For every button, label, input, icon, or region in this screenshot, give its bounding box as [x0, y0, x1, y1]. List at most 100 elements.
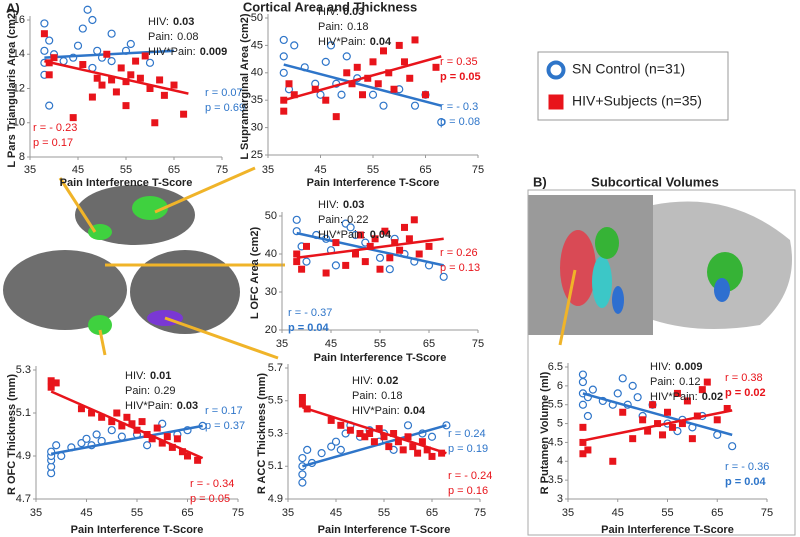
stat-value: 0.29	[154, 385, 175, 397]
y-tick-label: 14	[13, 48, 25, 60]
stat-value: 0.02	[702, 391, 723, 403]
point	[369, 58, 377, 66]
point	[356, 430, 364, 437]
point	[298, 478, 307, 487]
correlation-stat: r = 0.38	[725, 372, 763, 384]
correlation-stat: p = 0.08	[440, 116, 480, 128]
point	[170, 81, 178, 89]
point	[410, 216, 418, 224]
point	[160, 91, 168, 99]
point	[401, 223, 408, 231]
correlation-stat: r = - 0.23	[33, 122, 77, 134]
point	[380, 433, 388, 441]
point	[342, 261, 350, 269]
fit-line	[44, 59, 189, 95]
point	[290, 91, 298, 99]
point	[331, 437, 341, 446]
point	[688, 435, 696, 443]
x-axis-title: Pain Interference T-Score	[601, 524, 734, 536]
point	[108, 418, 116, 426]
point	[618, 374, 627, 383]
point	[664, 408, 671, 416]
point	[52, 441, 61, 450]
point	[122, 78, 130, 86]
stat-label: HIV*Pain:	[650, 391, 698, 403]
stat-line: HIV: 0.03	[318, 6, 364, 18]
y-tick-label: 6	[557, 380, 563, 392]
stat-line: Pain: 0.22	[318, 214, 369, 226]
point	[366, 242, 374, 250]
point	[396, 246, 404, 254]
correlation-stat: r = - 0.36	[725, 461, 769, 473]
point	[364, 74, 372, 82]
correlation-stat: p = 0.04	[288, 322, 330, 334]
point	[280, 107, 288, 115]
correlation-stat: p = 0.02	[725, 387, 766, 399]
point	[394, 438, 402, 446]
y-tick-label: 35	[251, 94, 263, 106]
point	[411, 36, 419, 44]
point	[698, 386, 706, 394]
point	[395, 41, 403, 49]
point	[673, 389, 681, 397]
panel-title: Subcortical Volumes	[591, 174, 719, 189]
point	[303, 242, 310, 250]
stat-value: 0.03	[177, 400, 198, 412]
region-pallidum	[592, 256, 612, 308]
point	[633, 393, 642, 402]
point	[327, 416, 335, 424]
region-3d-green	[707, 252, 743, 292]
point	[371, 235, 379, 243]
point	[322, 96, 330, 104]
point	[88, 93, 96, 101]
correlation-stat: r = - 0.24	[448, 470, 492, 482]
point	[45, 71, 53, 79]
stat-value: 0.02	[377, 375, 398, 387]
stat-value: 0.03	[343, 199, 364, 211]
point	[410, 101, 420, 110]
point	[148, 435, 156, 443]
point	[332, 113, 340, 121]
region-ofc	[88, 315, 112, 335]
point	[609, 457, 617, 465]
scatter-chart: 20 30 40 50 35 45 55 65 75 Pain Interference T-Sc…	[249, 210, 484, 364]
point	[180, 110, 188, 118]
point	[178, 448, 186, 456]
point	[327, 442, 336, 451]
fit-line	[283, 55, 442, 102]
y-tick-label: 10	[13, 117, 25, 129]
point	[73, 41, 83, 50]
point	[93, 46, 102, 55]
point	[168, 443, 176, 451]
y-tick-label: 45	[251, 39, 263, 51]
point	[588, 385, 597, 394]
stat-value: 0.18	[347, 21, 368, 33]
stat-line: HIV: 0.01	[125, 370, 171, 382]
point	[380, 47, 387, 55]
point	[298, 265, 306, 273]
point	[584, 446, 592, 454]
point	[375, 253, 385, 262]
stat-line: Pain: 0.08	[148, 31, 199, 43]
point	[336, 445, 345, 454]
stat-label: HIV:	[125, 370, 146, 382]
point	[352, 250, 359, 258]
point	[629, 435, 637, 443]
panel-b-frame	[527, 189, 796, 536]
point	[406, 74, 414, 82]
y-tick-label: 20	[265, 324, 277, 336]
region-supramarginal	[132, 196, 168, 220]
point	[322, 269, 330, 277]
y-tick-label: 8	[19, 151, 25, 163]
legend-marker	[548, 94, 564, 110]
x-tick-label: 65	[168, 164, 180, 176]
point	[579, 423, 587, 431]
point	[40, 19, 49, 28]
scatter-chart: 4.7 4.9 5.1 5.3 35 45 55 65 75 Pain Interference …	[6, 364, 244, 536]
point	[92, 430, 101, 439]
stat-value: 0.18	[381, 390, 402, 402]
point	[409, 443, 417, 451]
x-tick-label: 45	[325, 338, 337, 350]
correlation-stat: p = 0.37	[205, 420, 245, 432]
point	[107, 56, 116, 66]
